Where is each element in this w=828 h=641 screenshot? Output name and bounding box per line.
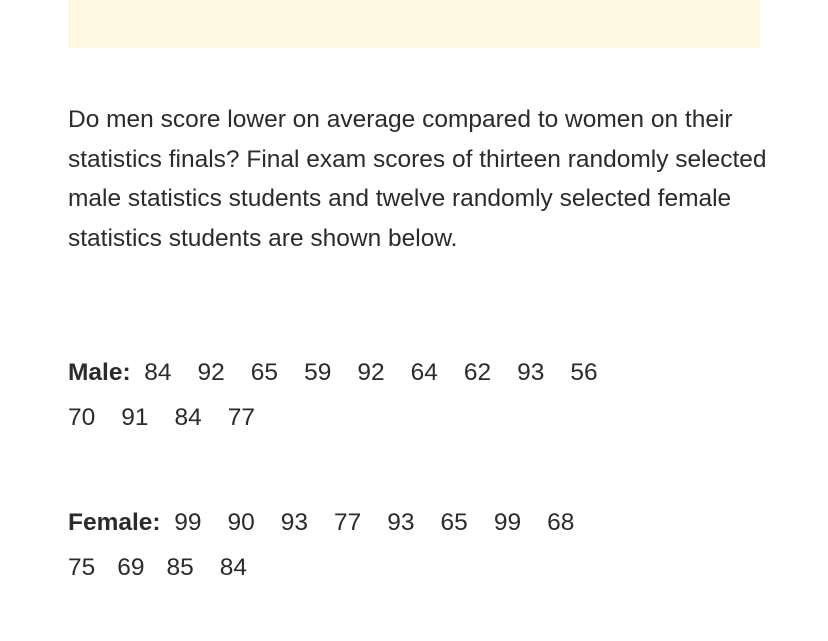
male-value: 77 [228,404,255,431]
male-value: 92 [357,359,384,386]
male-data-row: Male: 84 92 65 59 92 64 62 93 56 70 91 84 77 [68,350,788,441]
female-value: 69 [117,554,144,581]
male-value: 93 [517,359,544,386]
female-value: 93 [281,509,308,536]
female-value: 90 [227,509,254,536]
male-value: 62 [464,359,491,386]
male-value: 65 [251,359,278,386]
female-label: Female: [68,509,161,536]
male-value: 64 [411,359,438,386]
male-value: 70 [68,404,95,431]
male-value: 84 [175,404,202,431]
male-value: 84 [144,359,171,386]
male-value: 59 [304,359,331,386]
male-value: 91 [121,404,148,431]
highlight-banner [68,0,760,48]
male-value: 92 [198,359,225,386]
female-value: 65 [441,509,468,536]
question-paragraph: Do men score lower on average compared t… [68,100,768,259]
female-value: 99 [494,509,521,536]
female-value: 84 [220,554,247,581]
male-value: 56 [570,359,597,386]
female-value: 93 [387,509,414,536]
female-value: 85 [167,554,194,581]
male-label: Male: [68,359,131,386]
female-value: 77 [334,509,361,536]
female-value: 99 [174,509,201,536]
female-value: 68 [547,509,574,536]
female-value: 75 [68,554,95,581]
female-data-row: Female: 99 90 93 77 93 65 99 68 75 69 85 84 [68,500,788,591]
